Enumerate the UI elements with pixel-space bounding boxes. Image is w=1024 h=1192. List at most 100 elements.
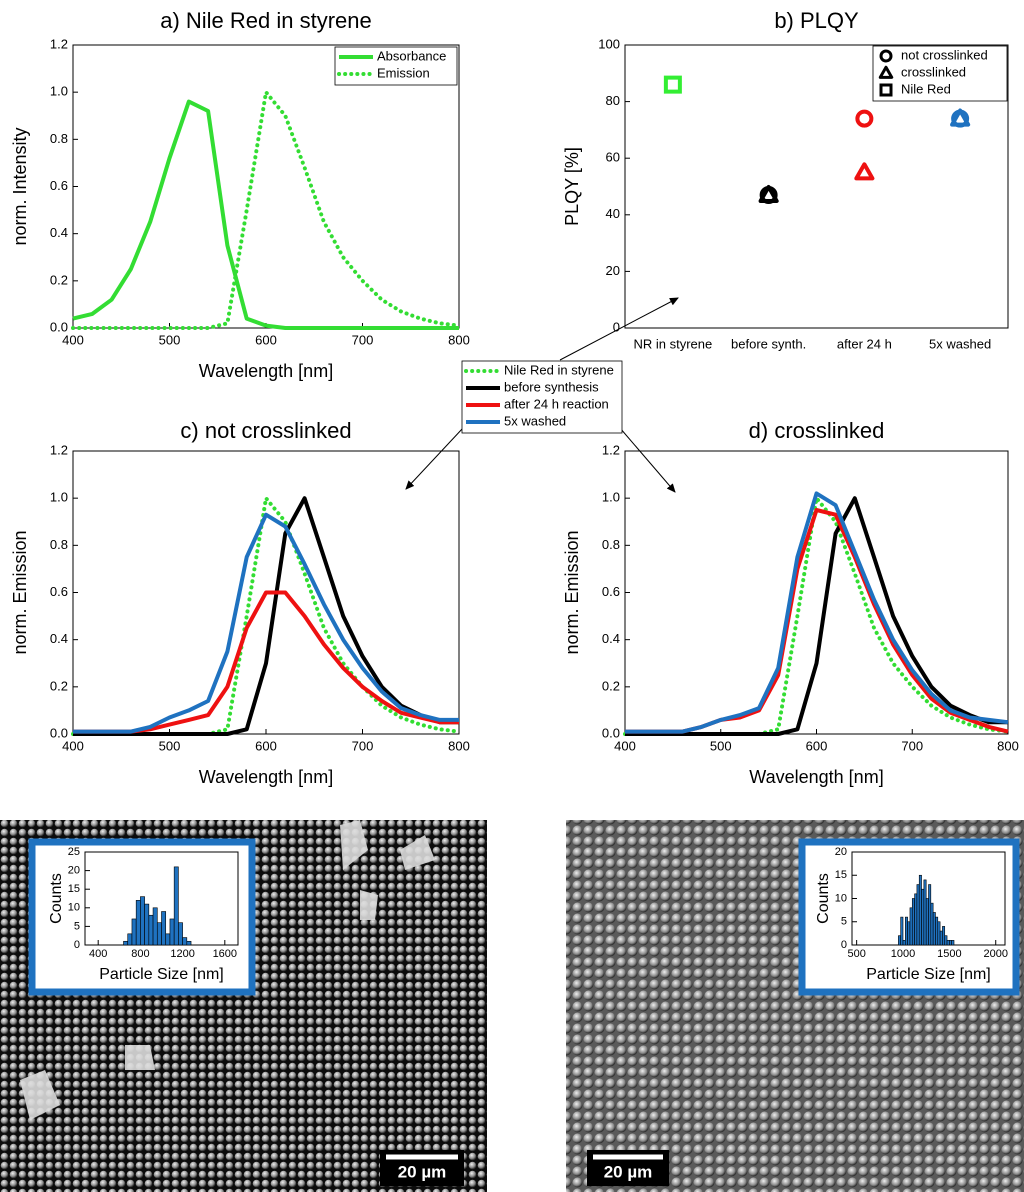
y-tick-label: 1.0 bbox=[50, 84, 68, 99]
y-tick-label: 0 bbox=[841, 939, 847, 951]
legend-label: crosslinked bbox=[901, 64, 966, 79]
y-tick-label: 0.6 bbox=[50, 584, 68, 599]
histogram-bar bbox=[123, 940, 129, 946]
y-axis-label: norm. Intensity bbox=[10, 127, 30, 245]
x-tick-label: 800 bbox=[448, 738, 470, 753]
histogram-bar bbox=[144, 903, 150, 946]
x-axis-label: Wavelength [nm] bbox=[749, 767, 883, 787]
y-tick-label: 15 bbox=[835, 869, 847, 881]
y-tick-label: 20 bbox=[835, 846, 847, 858]
histogram-bar bbox=[914, 893, 918, 946]
histogram-bar bbox=[923, 879, 927, 946]
legend-label: 5x washed bbox=[504, 413, 566, 428]
y-tick-label: 0 bbox=[613, 319, 620, 334]
series-line bbox=[72, 99, 459, 330]
y-tick-label: 20 bbox=[606, 263, 620, 278]
y-tick-label: 0.0 bbox=[602, 725, 620, 740]
series-line bbox=[625, 491, 1009, 734]
x-tick-label: 500 bbox=[847, 948, 865, 960]
x-tick-label: 500 bbox=[159, 738, 181, 753]
marker-square bbox=[663, 75, 682, 94]
x-axis-label: Wavelength [nm] bbox=[199, 361, 333, 381]
histogram-bar bbox=[928, 884, 932, 946]
series-line bbox=[625, 508, 1009, 734]
histogram-bar bbox=[946, 940, 950, 946]
x-tick-label: 600 bbox=[255, 332, 277, 347]
marker-triangle bbox=[854, 162, 875, 181]
histogram-bar bbox=[156, 922, 162, 946]
y-tick-label: 1.0 bbox=[50, 490, 68, 505]
series-line bbox=[73, 496, 459, 736]
histogram-bar bbox=[135, 900, 141, 946]
y-tick-label: 80 bbox=[606, 93, 620, 108]
y-tick-label: 1.0 bbox=[602, 490, 620, 505]
histogram-bar bbox=[152, 907, 158, 946]
x-axis-label: Particle Size [nm] bbox=[99, 966, 223, 983]
chart-title: c) not crosslinked bbox=[180, 418, 351, 443]
scale-label: 20 µm bbox=[604, 1162, 653, 1181]
y-tick-label: 0.4 bbox=[50, 225, 68, 240]
x-tick-label: 800 bbox=[997, 738, 1019, 753]
y-tick-label: 10 bbox=[835, 892, 847, 904]
legend-label: Absorbance bbox=[377, 48, 446, 63]
histogram-bar bbox=[932, 912, 936, 946]
legend-label: not crosslinked bbox=[901, 47, 988, 62]
legend-marker bbox=[879, 49, 893, 63]
legend-label: after 24 h reaction bbox=[504, 396, 609, 411]
histogram-bar bbox=[131, 918, 137, 946]
legend-marker bbox=[879, 83, 893, 97]
x-tick-label: 1200 bbox=[170, 948, 194, 960]
y-tick-label: 1.2 bbox=[50, 36, 68, 51]
histogram-bar bbox=[140, 896, 145, 946]
scale-bar: 20 µm bbox=[587, 1150, 669, 1186]
series-line bbox=[73, 512, 459, 734]
histogram-bar bbox=[169, 918, 175, 946]
marker-triangle bbox=[950, 108, 971, 127]
histogram-bar bbox=[900, 916, 904, 946]
histogram-bar bbox=[951, 940, 955, 946]
scale-bar: 20 µm bbox=[380, 1150, 464, 1186]
y-tick-label: 60 bbox=[606, 150, 620, 165]
marker-circle bbox=[855, 109, 874, 128]
x-tick-label: before synth. bbox=[731, 336, 806, 351]
histogram-bar bbox=[161, 911, 167, 946]
series-line bbox=[623, 493, 1010, 736]
y-axis-label: PLQY [%] bbox=[562, 147, 582, 226]
y-tick-label: 0.4 bbox=[602, 631, 620, 646]
chart-title: b) PLQY bbox=[774, 8, 859, 33]
histogram-bar bbox=[898, 935, 901, 946]
x-tick-label: after 24 h bbox=[837, 336, 892, 351]
y-axis-label: norm. Emission bbox=[562, 530, 582, 654]
histogram-bar bbox=[918, 874, 922, 946]
y-tick-label: 0 bbox=[74, 939, 80, 951]
y-tick-label: 0.8 bbox=[50, 131, 68, 146]
histogram-bar bbox=[909, 907, 913, 946]
y-tick-label: 0.8 bbox=[602, 537, 620, 552]
y-axis-label: Counts bbox=[815, 873, 832, 924]
y-tick-label: 0.0 bbox=[50, 725, 68, 740]
y-tick-label: 25 bbox=[68, 846, 80, 858]
x-tick-label: 500 bbox=[710, 738, 732, 753]
legend-box bbox=[872, 45, 1008, 102]
histogram-bar bbox=[944, 935, 948, 946]
y-axis-label: norm. Emission bbox=[10, 530, 30, 654]
y-tick-label: 0.2 bbox=[50, 678, 68, 693]
x-tick-label: NR in styrene bbox=[634, 336, 713, 351]
y-tick-label: 15 bbox=[68, 883, 80, 895]
y-tick-label: 0.6 bbox=[602, 584, 620, 599]
plot-frame bbox=[72, 44, 460, 329]
y-tick-label: 1.2 bbox=[602, 442, 620, 457]
histogram-bar bbox=[127, 933, 133, 946]
x-tick-label: 1500 bbox=[937, 948, 961, 960]
x-tick-label: 400 bbox=[62, 332, 84, 347]
y-tick-label: 1.2 bbox=[50, 442, 68, 457]
legend-marker bbox=[878, 65, 894, 79]
x-tick-label: 400 bbox=[62, 738, 84, 753]
histogram-bar bbox=[921, 888, 925, 946]
histogram-bar bbox=[148, 914, 154, 946]
histogram-bar bbox=[935, 916, 939, 946]
x-tick-label: 400 bbox=[89, 948, 107, 960]
inset-frame bbox=[798, 838, 1020, 996]
marker-triangle bbox=[758, 184, 779, 204]
histogram-bar bbox=[905, 916, 908, 946]
